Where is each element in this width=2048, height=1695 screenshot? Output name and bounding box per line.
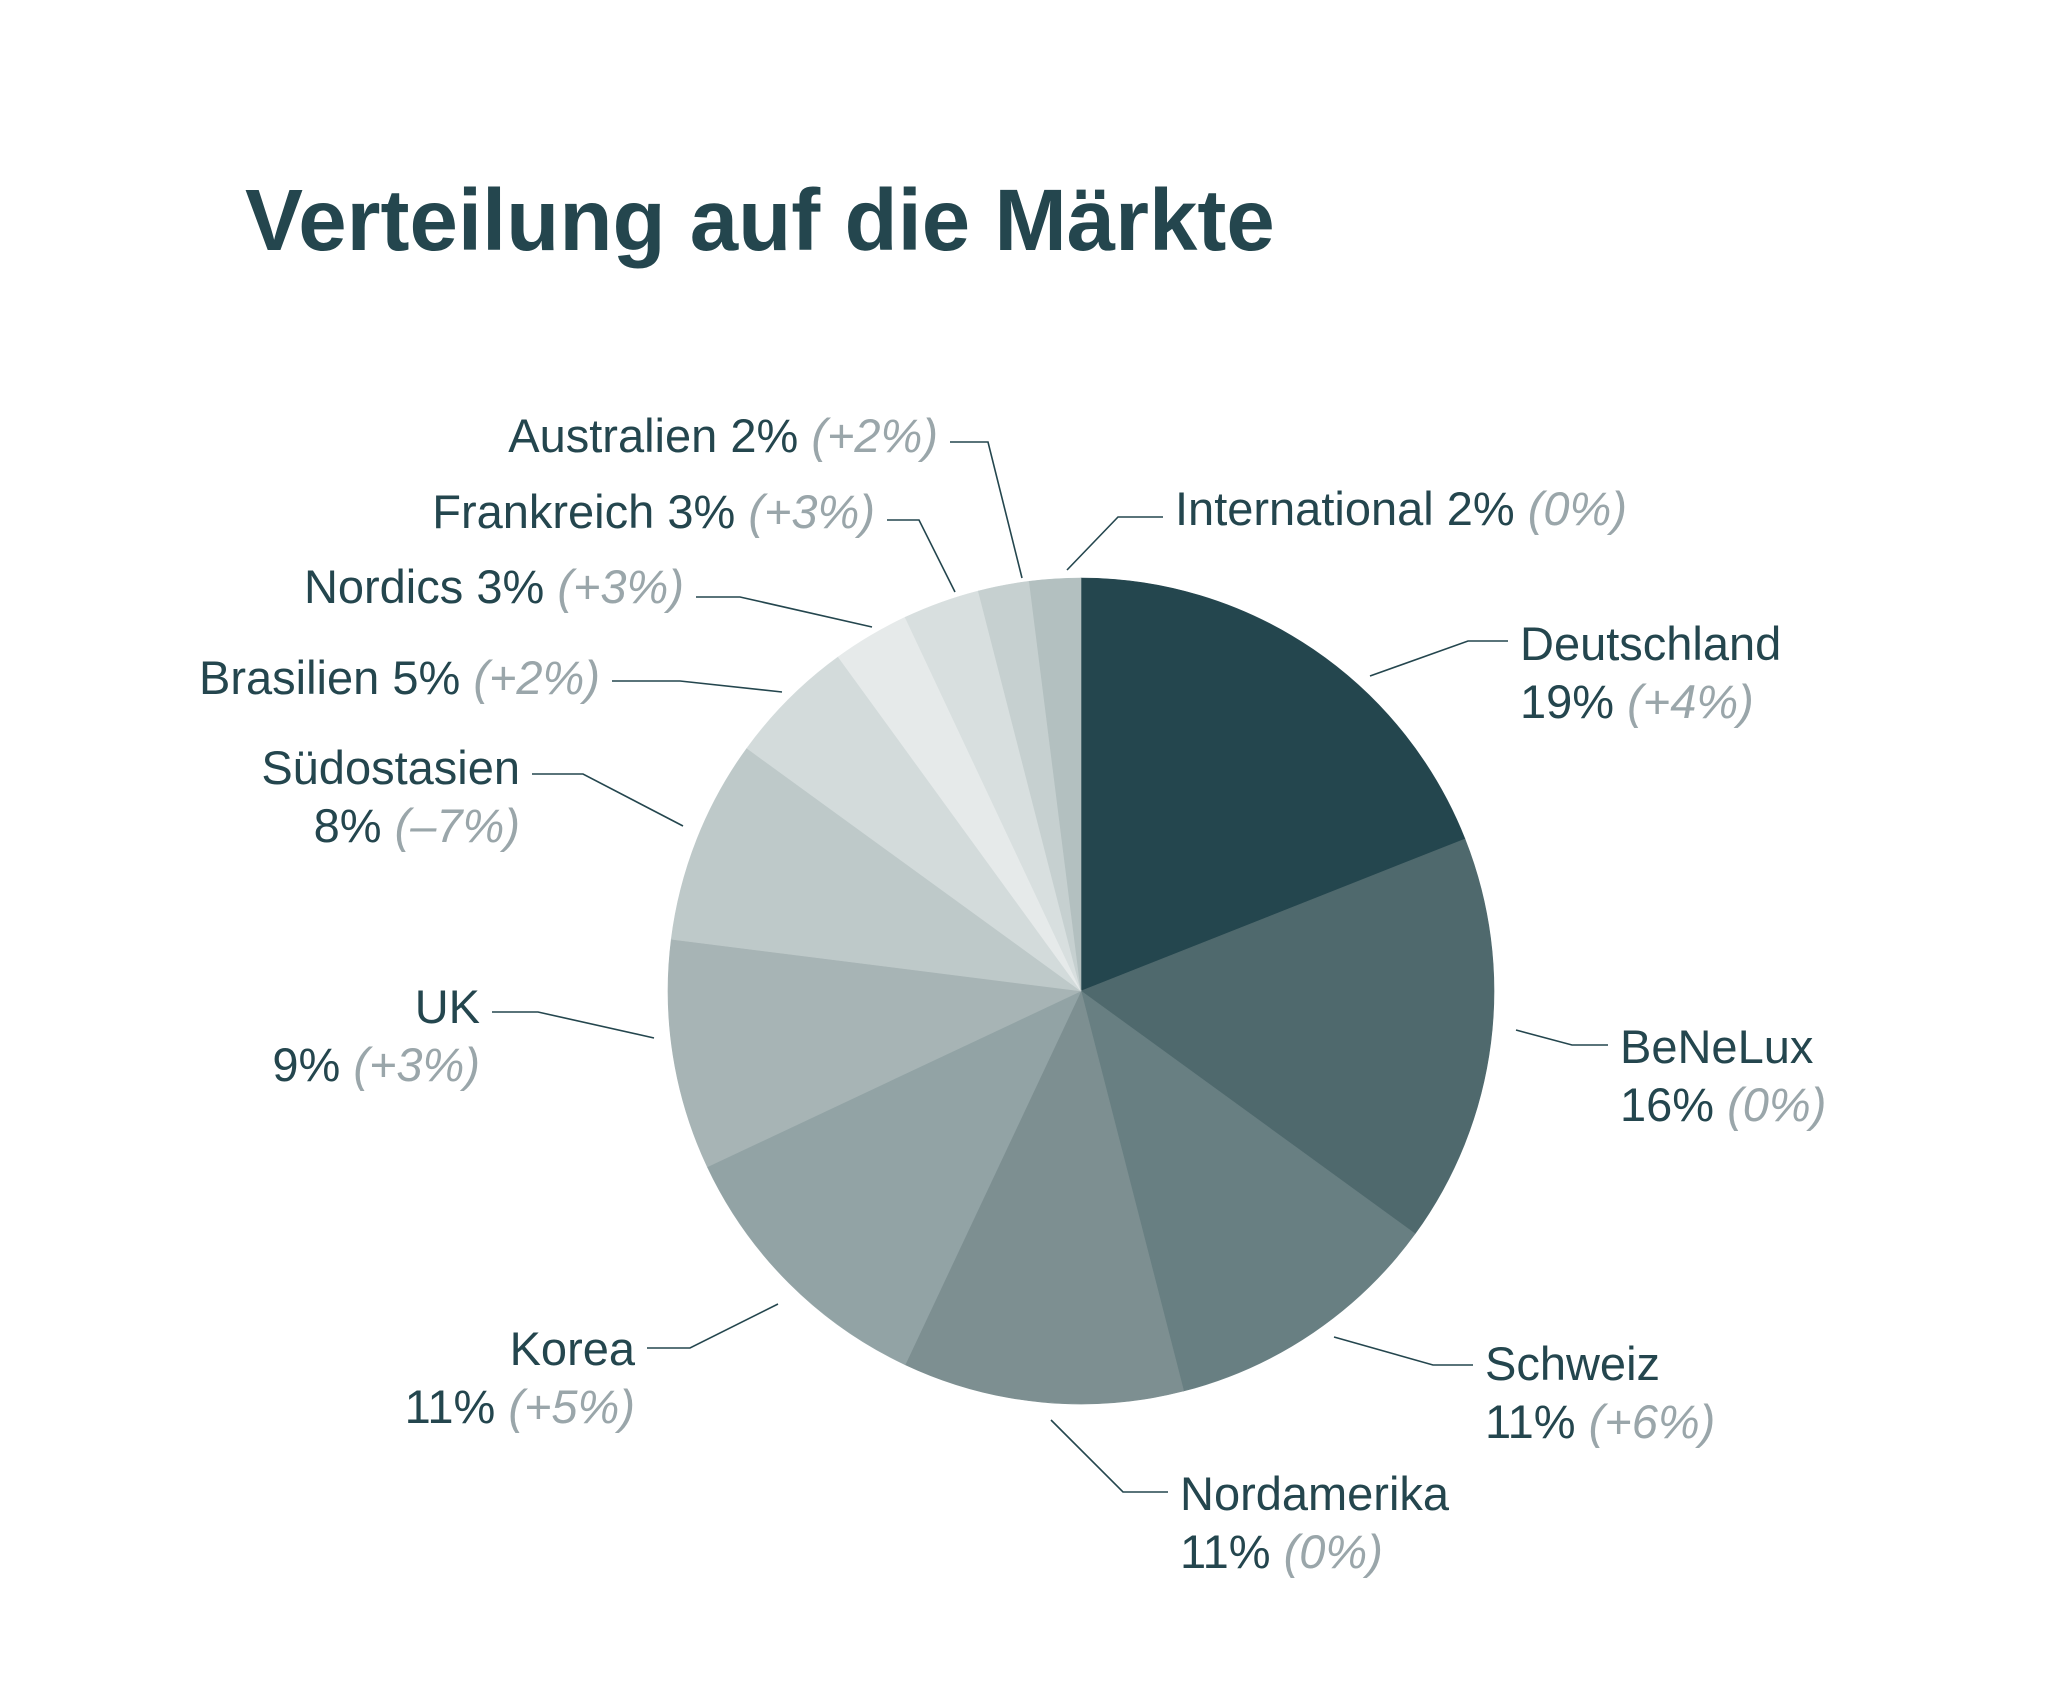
slice-name-australien: Australien [508, 409, 730, 462]
slice-label-benelux: BeNeLux [1620, 1020, 1813, 1073]
slice-value-uk: 9% [272, 1038, 353, 1091]
slice-change-frankreich: (+3%) [748, 485, 875, 538]
slice-value-frankreich: 3% [667, 485, 748, 538]
slice-label-brasilien: Brasilien 5% (+2%) [199, 651, 600, 704]
slice-change-international: (0%) [1528, 482, 1627, 535]
slice-name-benelux: BeNeLux [1620, 1020, 1813, 1073]
leader-lines [492, 441, 1608, 1493]
slice-label-uk: UK [415, 980, 480, 1033]
slice-label-deutschland: Deutschland [1520, 617, 1781, 670]
slice-change-nordics: (+3%) [557, 560, 684, 613]
slice-change-uk: (+3%) [353, 1038, 480, 1091]
slice-label-korea: Korea [510, 1322, 636, 1375]
slice-name-international: International [1175, 482, 1447, 535]
pie-slice-uk [667, 938, 1083, 1168]
slice-value-line-uk: 9% (+3%) [272, 1038, 480, 1091]
leader-line-brasilien [612, 680, 783, 693]
slice-value-australien: 2% [730, 409, 811, 462]
slice-value-line-schweiz: 11% (+6%) [1485, 1395, 1715, 1448]
slice-value-deutschland: 19% [1520, 675, 1627, 728]
slice-value-line-deutschland: 19% (+4%) [1520, 675, 1754, 728]
slice-value-line-korea: 11% (+5%) [405, 1380, 635, 1433]
slice-value-nordics: 3% [476, 560, 557, 613]
slice-name-nordamerika: Nordamerika [1180, 1467, 1450, 1520]
leader-line-australien [950, 441, 1023, 579]
pie-slice-suedostasien [670, 747, 1082, 992]
leader-line-international [1066, 516, 1163, 571]
slice-change-schweiz: (+6%) [1589, 1395, 1716, 1448]
slice-name-korea: Korea [510, 1322, 636, 1375]
slice-name-suedostasien: Südostasien [261, 741, 520, 794]
leader-line-nordics [696, 596, 873, 628]
slice-change-korea: (+5%) [508, 1380, 635, 1433]
slice-label-frankreich: Frankreich 3% (+3%) [432, 485, 875, 538]
slice-label-international: International 2% (0%) [1175, 482, 1627, 535]
slice-label-australien: Australien 2% (+2%) [508, 409, 938, 462]
slice-name-deutschland: Deutschland [1520, 617, 1781, 670]
slice-change-brasilien: (+2%) [473, 651, 600, 704]
pie-slices [667, 577, 1495, 1405]
leader-line-deutschland [1369, 640, 1508, 677]
slice-change-nordamerika: (0%) [1284, 1525, 1383, 1578]
slice-value-nordamerika: 11% [1180, 1525, 1284, 1578]
slice-name-schweiz: Schweiz [1485, 1337, 1660, 1390]
chart-title: Verteilung auf die Märkte [245, 172, 1275, 269]
pie-slice-nordamerika [904, 990, 1185, 1405]
slice-change-deutschland: (+4%) [1627, 675, 1754, 728]
slice-name-nordics: Nordics [304, 560, 476, 613]
leader-line-uk [492, 1011, 655, 1039]
pie-slice-international [1028, 577, 1082, 992]
leader-line-benelux [1515, 1029, 1608, 1046]
leader-line-suedostasien [532, 773, 684, 827]
slice-value-international: 2% [1447, 482, 1528, 535]
slice-value-suedostasien: 8% [314, 799, 395, 852]
pie-slice-schweiz [1080, 990, 1416, 1392]
slice-value-line-suedostasien: 8% (–7%) [314, 799, 520, 852]
leader-line-korea [647, 1303, 779, 1349]
pie-slice-benelux [1080, 838, 1495, 1235]
leader-line-frankreich [887, 519, 956, 593]
slice-label-nordics: Nordics 3% (+3%) [304, 560, 684, 613]
slice-change-benelux: (0%) [1727, 1078, 1826, 1131]
slice-label-nordamerika: Nordamerika [1180, 1467, 1450, 1520]
slice-label-suedostasien: Südostasien [261, 741, 520, 794]
slice-value-brasilien: 5% [392, 651, 473, 704]
slice-name-frankreich: Frankreich [432, 485, 667, 538]
slice-label-schweiz: Schweiz [1485, 1337, 1660, 1390]
slice-change-australien: (+2%) [811, 409, 938, 462]
slice-change-suedostasien: (–7%) [395, 799, 520, 852]
slice-value-line-benelux: 16% (0%) [1620, 1078, 1826, 1131]
pie-slice-deutschland [1080, 577, 1466, 992]
leader-line-schweiz [1333, 1336, 1473, 1366]
slice-value-benelux: 16% [1620, 1078, 1727, 1131]
slice-name-uk: UK [415, 980, 480, 1033]
slice-value-schweiz: 11% [1485, 1395, 1589, 1448]
slice-value-line-nordamerika: 11% (0%) [1180, 1525, 1383, 1578]
leader-line-nordamerika [1050, 1419, 1168, 1493]
slice-value-korea: 11% [405, 1380, 509, 1433]
slice-name-brasilien: Brasilien [199, 651, 392, 704]
pie-slice-korea [706, 990, 1082, 1366]
